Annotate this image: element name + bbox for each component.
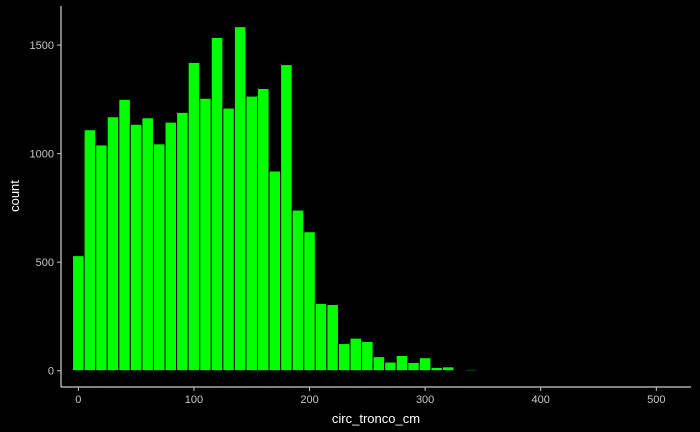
x-ticks-group: 0 100 200 300 400 500 xyxy=(75,387,666,406)
y-ticks-group: 0 500 1000 1500 xyxy=(30,40,61,378)
histogram-bar xyxy=(187,61,201,372)
histogram-bar xyxy=(314,302,328,372)
x-tick-label: 500 xyxy=(647,394,665,406)
x-tick-label: 100 xyxy=(185,394,203,406)
histogram-bar xyxy=(303,231,316,372)
bars-group xyxy=(72,26,478,372)
histogram-bar xyxy=(233,26,247,372)
y-tick-label: 1000 xyxy=(30,149,54,161)
x-tick-label: 300 xyxy=(416,394,434,406)
histogram-bar xyxy=(441,366,455,372)
histogram-bar xyxy=(418,357,432,372)
y-axis-title: count xyxy=(7,180,22,212)
y-tick-label: 500 xyxy=(36,257,54,269)
histogram-bar xyxy=(222,107,235,372)
histogram-bar xyxy=(291,209,305,372)
histogram-bar xyxy=(337,343,351,372)
histogram-bar xyxy=(407,361,420,372)
y-tick-label: 1500 xyxy=(30,40,54,52)
x-tick-label: 200 xyxy=(300,394,318,406)
histogram-bar xyxy=(280,64,293,372)
histogram-bar xyxy=(164,121,178,372)
histogram-bar xyxy=(199,97,212,372)
histogram-bar xyxy=(152,143,166,372)
histogram-bar xyxy=(129,123,143,372)
histogram-bar xyxy=(349,337,363,372)
histogram-bar xyxy=(245,95,259,372)
histogram-bar xyxy=(257,87,270,372)
histogram-bar xyxy=(176,111,189,372)
y-tick-label: 0 xyxy=(48,366,54,378)
x-axis-title: circ_tronco_cm xyxy=(332,411,420,426)
histogram-bar xyxy=(384,361,397,372)
histogram-bar xyxy=(95,144,108,372)
x-tick-label: 0 xyxy=(75,394,81,406)
x-tick-label: 400 xyxy=(532,394,550,406)
histogram-bar xyxy=(83,129,97,372)
histogram-bar xyxy=(268,170,282,372)
histogram-bar xyxy=(72,255,85,372)
histogram-bar xyxy=(141,117,154,372)
histogram-bar xyxy=(430,366,443,372)
histogram-bar xyxy=(395,355,409,372)
histogram-bar xyxy=(326,304,339,372)
histogram-bar xyxy=(210,36,224,372)
histogram-bar xyxy=(465,368,478,372)
histogram-bar xyxy=(118,98,131,372)
histogram-bar xyxy=(361,340,374,372)
histogram-bar xyxy=(106,116,120,372)
histogram-bar xyxy=(372,356,386,372)
